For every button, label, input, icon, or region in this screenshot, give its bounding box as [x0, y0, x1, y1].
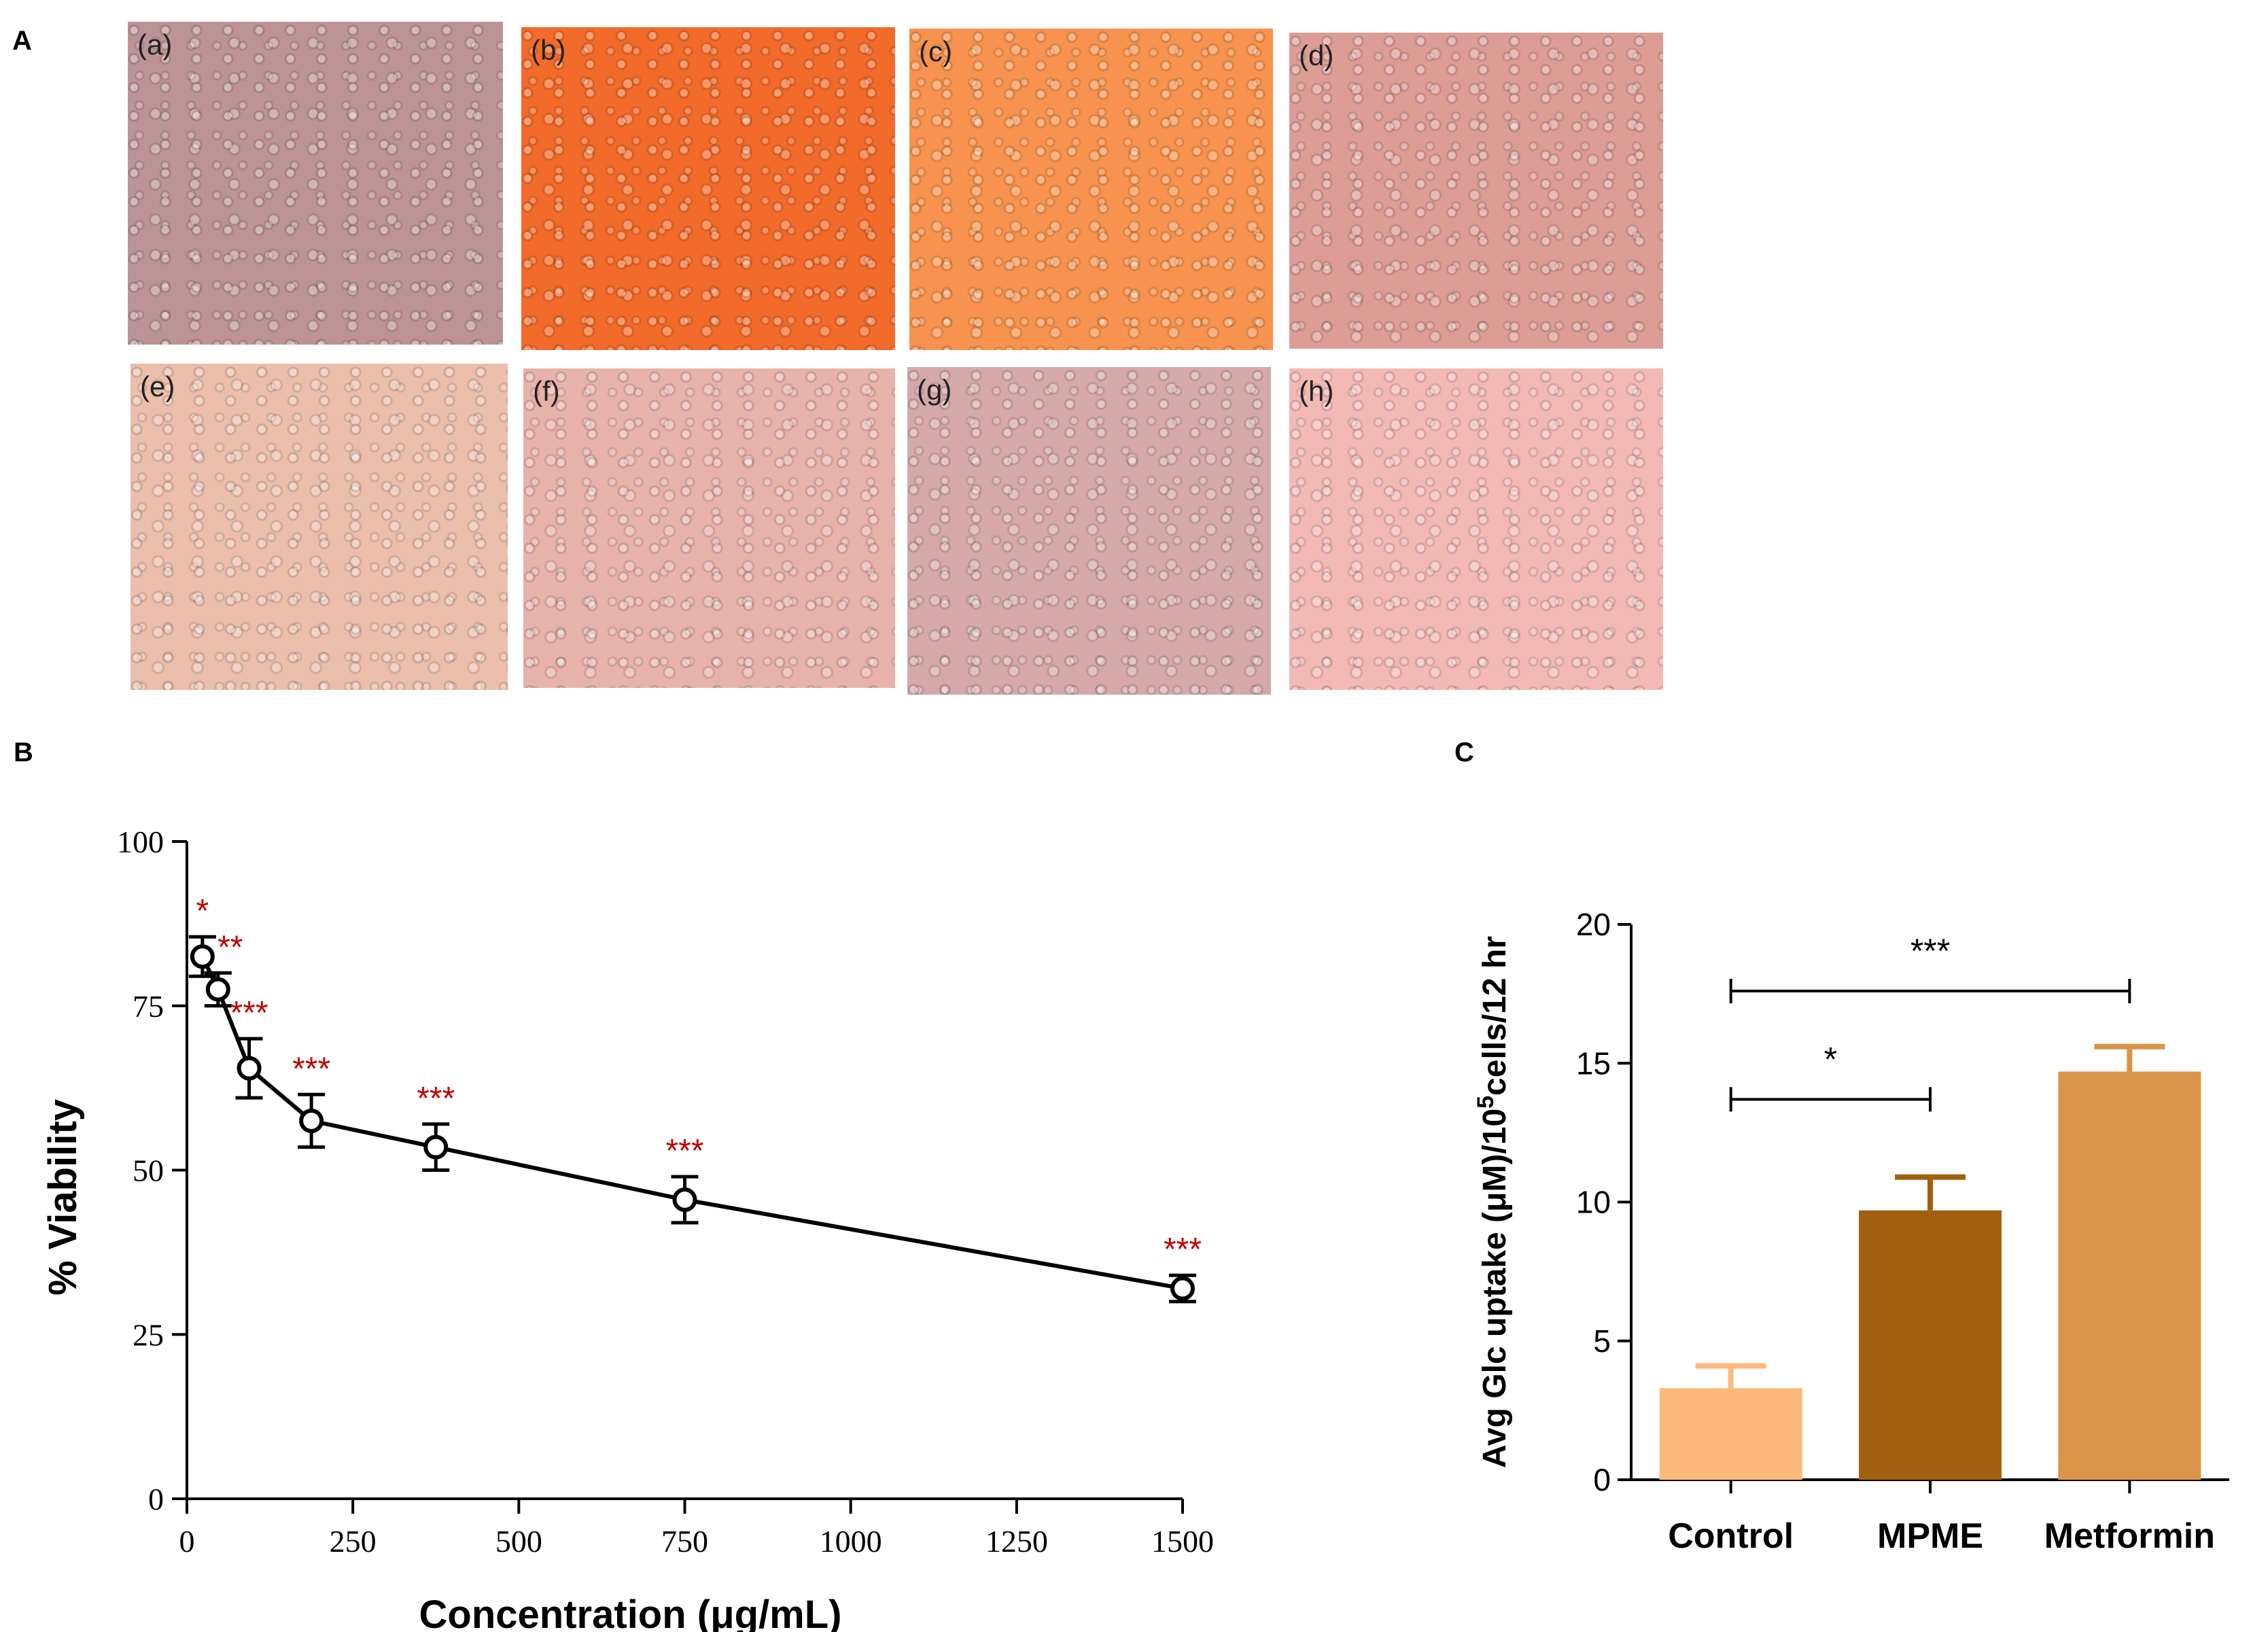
cell-texture — [523, 368, 895, 688]
significance-label: * — [196, 893, 209, 929]
cell-texture — [907, 367, 1271, 695]
data-point — [672, 1187, 697, 1213]
micrograph-label: (h) — [1299, 375, 1334, 407]
y-tick-label: 20 — [1576, 907, 1611, 942]
micrograph-label: (b) — [531, 34, 566, 66]
cell-texture — [1289, 368, 1663, 690]
significance-label: *** — [417, 1081, 455, 1117]
y-tick-label: 0 — [148, 1482, 164, 1516]
micrograph-g: (g) — [907, 367, 1271, 695]
y-tick-label: 5 — [1593, 1323, 1611, 1359]
y-axis-title-text: Avg Glc uptake (μM)/10 — [1477, 1109, 1513, 1468]
x-tick-label: Metformin — [2044, 1516, 2215, 1556]
y-tick-label: 100 — [117, 824, 164, 859]
y-tick-label: 10 — [1576, 1185, 1611, 1220]
x-tick-label: 1000 — [820, 1524, 882, 1559]
y-axis-title-text: cells/12 hr — [1477, 936, 1513, 1096]
micrograph-label: (g) — [917, 374, 952, 406]
data-point — [190, 944, 215, 969]
y-tick-label: 0 — [1593, 1462, 1611, 1497]
bar-metformin — [2058, 1071, 2201, 1480]
y-tick-label: 15 — [1576, 1045, 1611, 1081]
data-point — [1170, 1276, 1195, 1301]
panel-label-c: C — [1454, 737, 1474, 767]
bar-mpme — [1859, 1210, 2002, 1480]
series-line — [200, 955, 1183, 1291]
micrograph-b: (b) — [521, 27, 895, 350]
data-point — [423, 1134, 449, 1160]
micrograph-label: (a) — [137, 29, 173, 60]
x-tick-label: 500 — [495, 1524, 542, 1559]
x-tick-label: Control — [1668, 1516, 1794, 1556]
bar-control — [1659, 1388, 1802, 1480]
x-tick-label: 0 — [179, 1524, 195, 1559]
significance-label: *** — [665, 1133, 703, 1169]
cell-texture — [1289, 33, 1663, 349]
x-tick-label: 1250 — [985, 1524, 1048, 1559]
micrograph-label: (d) — [1299, 39, 1334, 71]
y-axis-title-superscript: 5 — [1473, 1096, 1499, 1109]
y-axis-title: % Viability — [41, 1099, 85, 1296]
micrograph-label: (f) — [533, 375, 560, 407]
y-tick-label: 50 — [133, 1153, 164, 1188]
micrograph-d: (d) — [1289, 33, 1663, 349]
y-axis-title: Avg Glc uptake (μM)/105cells/12 hr — [1473, 936, 1513, 1468]
significance-label: *** — [1911, 932, 1950, 970]
data-point — [205, 977, 230, 1002]
micrograph-a: (a) — [128, 22, 503, 345]
x-tick-label: MPME — [1877, 1516, 1983, 1556]
y-tick-label: 75 — [133, 989, 164, 1024]
y-tick-label: 25 — [133, 1317, 164, 1352]
significance-label: *** — [1164, 1232, 1202, 1268]
data-point — [299, 1108, 324, 1133]
panel-label-b: B — [14, 737, 33, 767]
x-tick-label: 1500 — [1151, 1524, 1214, 1559]
significance-label: ** — [217, 929, 243, 965]
cell-texture — [130, 364, 508, 690]
significance-label: *** — [292, 1051, 330, 1087]
x-tick-label: 250 — [330, 1524, 377, 1559]
micrograph-h: (h) — [1289, 368, 1663, 690]
data-point — [237, 1056, 262, 1081]
x-axis-title: Concentration (μg/mL) — [419, 1593, 842, 1632]
micrograph-f: (f) — [523, 368, 895, 688]
significance-label: *** — [230, 995, 268, 1031]
panel-label-a: A — [12, 26, 32, 56]
x-tick-label: 750 — [661, 1524, 708, 1559]
cell-texture — [521, 27, 895, 350]
significance-label: * — [1824, 1040, 1837, 1078]
cell-texture — [909, 29, 1273, 350]
micrograph-label: (c) — [919, 35, 952, 67]
micrograph-c: (c) — [909, 29, 1273, 350]
cell-texture — [128, 22, 503, 345]
micrograph-label: (e) — [140, 370, 175, 402]
micrograph-e: (e) — [130, 364, 508, 690]
